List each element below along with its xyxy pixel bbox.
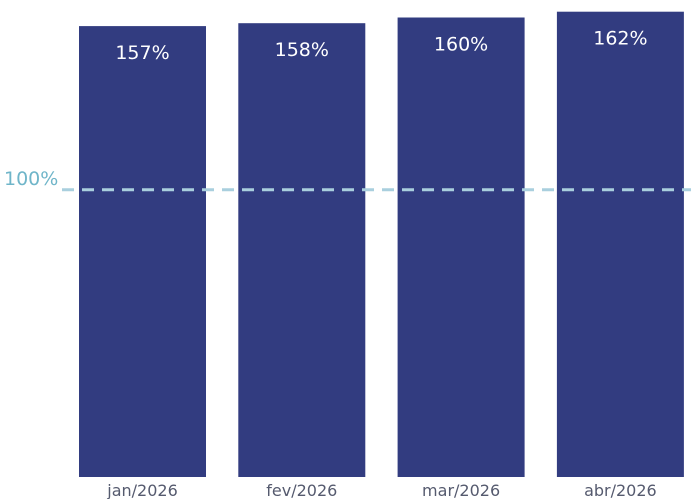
reference-layer: 100% <box>4 168 691 192</box>
bar-value-label-jan-2026: 157% <box>115 42 169 64</box>
x-axis-ticks: jan/2026 fev/2026 mar/2026 abr/2026 <box>106 481 656 499</box>
reference-line-label: 100% <box>4 168 58 190</box>
x-tick-label-jan-2026: jan/2026 <box>106 481 178 499</box>
x-tick-label-mar-2026: mar/2026 <box>422 481 500 499</box>
bar-jan-2026[interactable] <box>79 26 206 477</box>
bar-value-label-abr-2026: 162% <box>593 28 647 50</box>
x-tick-label-fev-2026: fev/2026 <box>266 481 337 499</box>
bar-mar-2026[interactable] <box>397 17 525 478</box>
bar-fev-2026[interactable] <box>238 23 366 477</box>
bar-value-label-mar-2026: 160% <box>434 34 488 56</box>
x-tick-label-abr-2026: abr/2026 <box>584 481 657 499</box>
bars-layer <box>79 11 684 478</box>
bar-value-label-fev-2026: 158% <box>275 39 329 61</box>
bar-abr-2026[interactable] <box>556 11 684 477</box>
bar-labels-layer: 157% 158% 160% 162% <box>115 28 647 64</box>
